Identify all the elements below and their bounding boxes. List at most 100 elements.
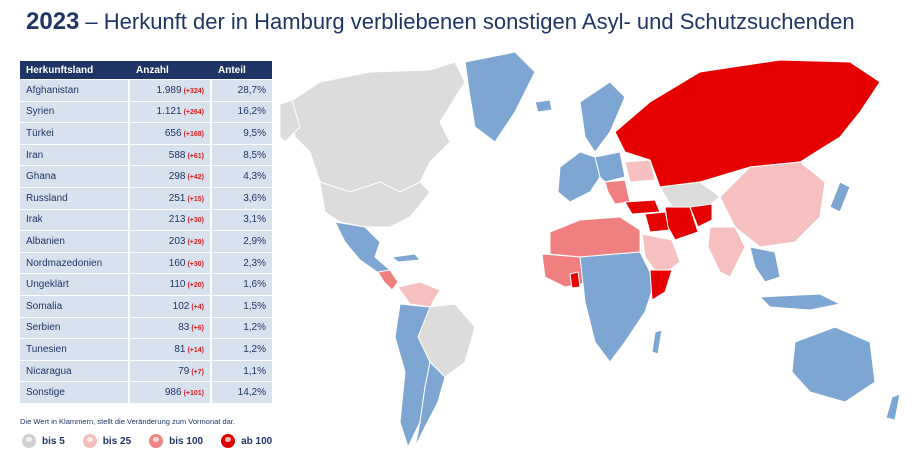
- cell-count: 213 (+30): [130, 209, 212, 231]
- map-region-new-zealand: [885, 393, 901, 421]
- table-row: Türkei 656 (+168) 9,5%: [20, 123, 272, 144]
- table-row: Albanien 203 (+29) 2,9%: [20, 231, 272, 252]
- cell-country: Russland: [20, 187, 130, 209]
- cell-country: Syrien: [20, 101, 130, 123]
- cell-share: 14,2%: [212, 382, 272, 403]
- cell-country: Albanien: [20, 231, 130, 252]
- cell-share: 1,1%: [212, 360, 272, 382]
- count-value: 298: [168, 171, 186, 183]
- legend-globe-icon: [221, 434, 236, 448]
- title-year: 2023: [26, 8, 80, 35]
- map-region-australia: [791, 326, 876, 403]
- map-region-madagascar: [651, 329, 663, 355]
- change-value: (+7): [191, 368, 204, 376]
- cell-country: Sonstige: [20, 382, 130, 403]
- cell-count: 79 (+7): [130, 360, 212, 382]
- cell-country: Nicaragua: [20, 360, 130, 382]
- cell-share: 4,3%: [212, 166, 272, 187]
- cell-country: Ungeklärt: [20, 274, 130, 295]
- page-title: 2023– Herkunft der in Hamburg verblieben…: [26, 8, 855, 36]
- count-value: 81: [174, 343, 186, 355]
- map-region-balkans: [604, 179, 631, 205]
- cell-share: 2,3%: [212, 252, 272, 274]
- map-region-russia: [614, 59, 881, 188]
- change-value: (+4): [191, 303, 204, 311]
- col-header-share: Anteil: [212, 61, 272, 79]
- table-row: Russland 251 (+15) 3,6%: [20, 187, 272, 209]
- map-region-ghana: [569, 271, 581, 289]
- cell-share: 3,6%: [212, 187, 272, 209]
- origin-table: Herkunftsland Anzahl Anteil Afghanistan 1…: [20, 60, 272, 404]
- map-region-ukraine: [624, 159, 656, 183]
- cell-share: 9,5%: [212, 123, 272, 144]
- cell-country: Türkei: [20, 123, 130, 144]
- map-region-venezuela: [397, 281, 441, 308]
- cell-country: Iran: [20, 144, 130, 166]
- legend-item-bis25: bis 25: [82, 434, 132, 448]
- map-region-afghanistan: [689, 203, 713, 228]
- col-header-count: Anzahl: [130, 61, 212, 79]
- table-row: Syrien 1.121 (+264) 16,2%: [20, 101, 272, 123]
- table-row: Tunesien 81 (+14) 1,2%: [20, 339, 272, 360]
- table-row: Somalia 102 (+4) 1,5%: [20, 295, 272, 317]
- map-region-canada: [289, 61, 466, 193]
- map-region-japan: [829, 181, 851, 213]
- count-value: 588: [168, 149, 186, 161]
- map-region-central-europe: [594, 151, 626, 183]
- cell-count: 1.989 (+324): [130, 80, 212, 101]
- cell-country: Nordmazedonien: [20, 252, 130, 274]
- map-region-indonesia: [758, 293, 842, 311]
- cell-share: 28,7%: [212, 80, 272, 101]
- count-value: 79: [178, 365, 190, 377]
- map-region-scandinavia: [579, 81, 626, 153]
- count-value: 160: [168, 257, 186, 269]
- count-value: 83: [178, 322, 190, 334]
- map-region-iran: [664, 206, 699, 241]
- map-region-north-africa: [549, 216, 641, 258]
- table-row: Serbien 83 (+6) 1,2%: [20, 317, 272, 339]
- change-value: (+29): [187, 238, 204, 246]
- table-row: Afghanistan 1.989 (+324) 28,7%: [20, 80, 272, 101]
- cell-count: 203 (+29): [130, 231, 212, 252]
- count-value: 1.121: [156, 106, 182, 118]
- cell-count: 160 (+30): [130, 252, 212, 274]
- cell-count: 81 (+14): [130, 339, 212, 360]
- legend-item-ab100: ab 100: [221, 434, 272, 448]
- count-value: 656: [164, 127, 182, 139]
- cell-count: 588 (+61): [130, 144, 212, 166]
- table-row: Ungeklärt 110 (+20) 1,6%: [20, 274, 272, 295]
- map-region-central-africa: [579, 251, 656, 363]
- legend-globe-icon: [82, 434, 97, 448]
- legend-globe-icon: [22, 434, 36, 448]
- change-value: (+42): [187, 174, 204, 182]
- cell-country: Afghanistan: [20, 80, 130, 101]
- map-legend: bis 5 bis 25 bis 100 ab 100: [22, 434, 272, 448]
- cell-share: 2,9%: [212, 231, 272, 252]
- col-header-country: Herkunftsland: [20, 61, 130, 79]
- legend-label: bis 25: [102, 435, 132, 447]
- change-value: (+20): [187, 282, 204, 290]
- map-region-greenland: [464, 51, 536, 143]
- cell-country: Somalia: [20, 295, 130, 317]
- title-text: – Herkunft der in Hamburg verbliebenen s…: [85, 9, 855, 34]
- cell-share: 1,6%: [212, 274, 272, 295]
- map-region-argentina: [414, 360, 446, 448]
- map-region-mexico: [334, 221, 391, 275]
- table-row: Nicaragua 79 (+7) 1,1%: [20, 360, 272, 382]
- change-value: (+324): [183, 87, 204, 95]
- legend-label: bis 100: [169, 435, 204, 447]
- change-value: (+14): [187, 346, 204, 354]
- cell-count: 110 (+20): [130, 274, 212, 295]
- count-value: 110: [169, 279, 186, 291]
- cell-country: Irak: [20, 209, 130, 231]
- count-value: 203: [168, 235, 186, 247]
- map-region-india: [707, 226, 746, 278]
- map-region-turkey: [624, 199, 661, 215]
- change-value: (+101): [183, 390, 204, 398]
- table-row: Nordmazedonien 160 (+30) 2,3%: [20, 252, 272, 274]
- cell-country: Tunesien: [20, 339, 130, 360]
- change-value: (+30): [187, 260, 204, 268]
- map-region-usa: [319, 181, 431, 228]
- change-value: (+168): [183, 130, 204, 138]
- count-value: 251: [168, 192, 186, 204]
